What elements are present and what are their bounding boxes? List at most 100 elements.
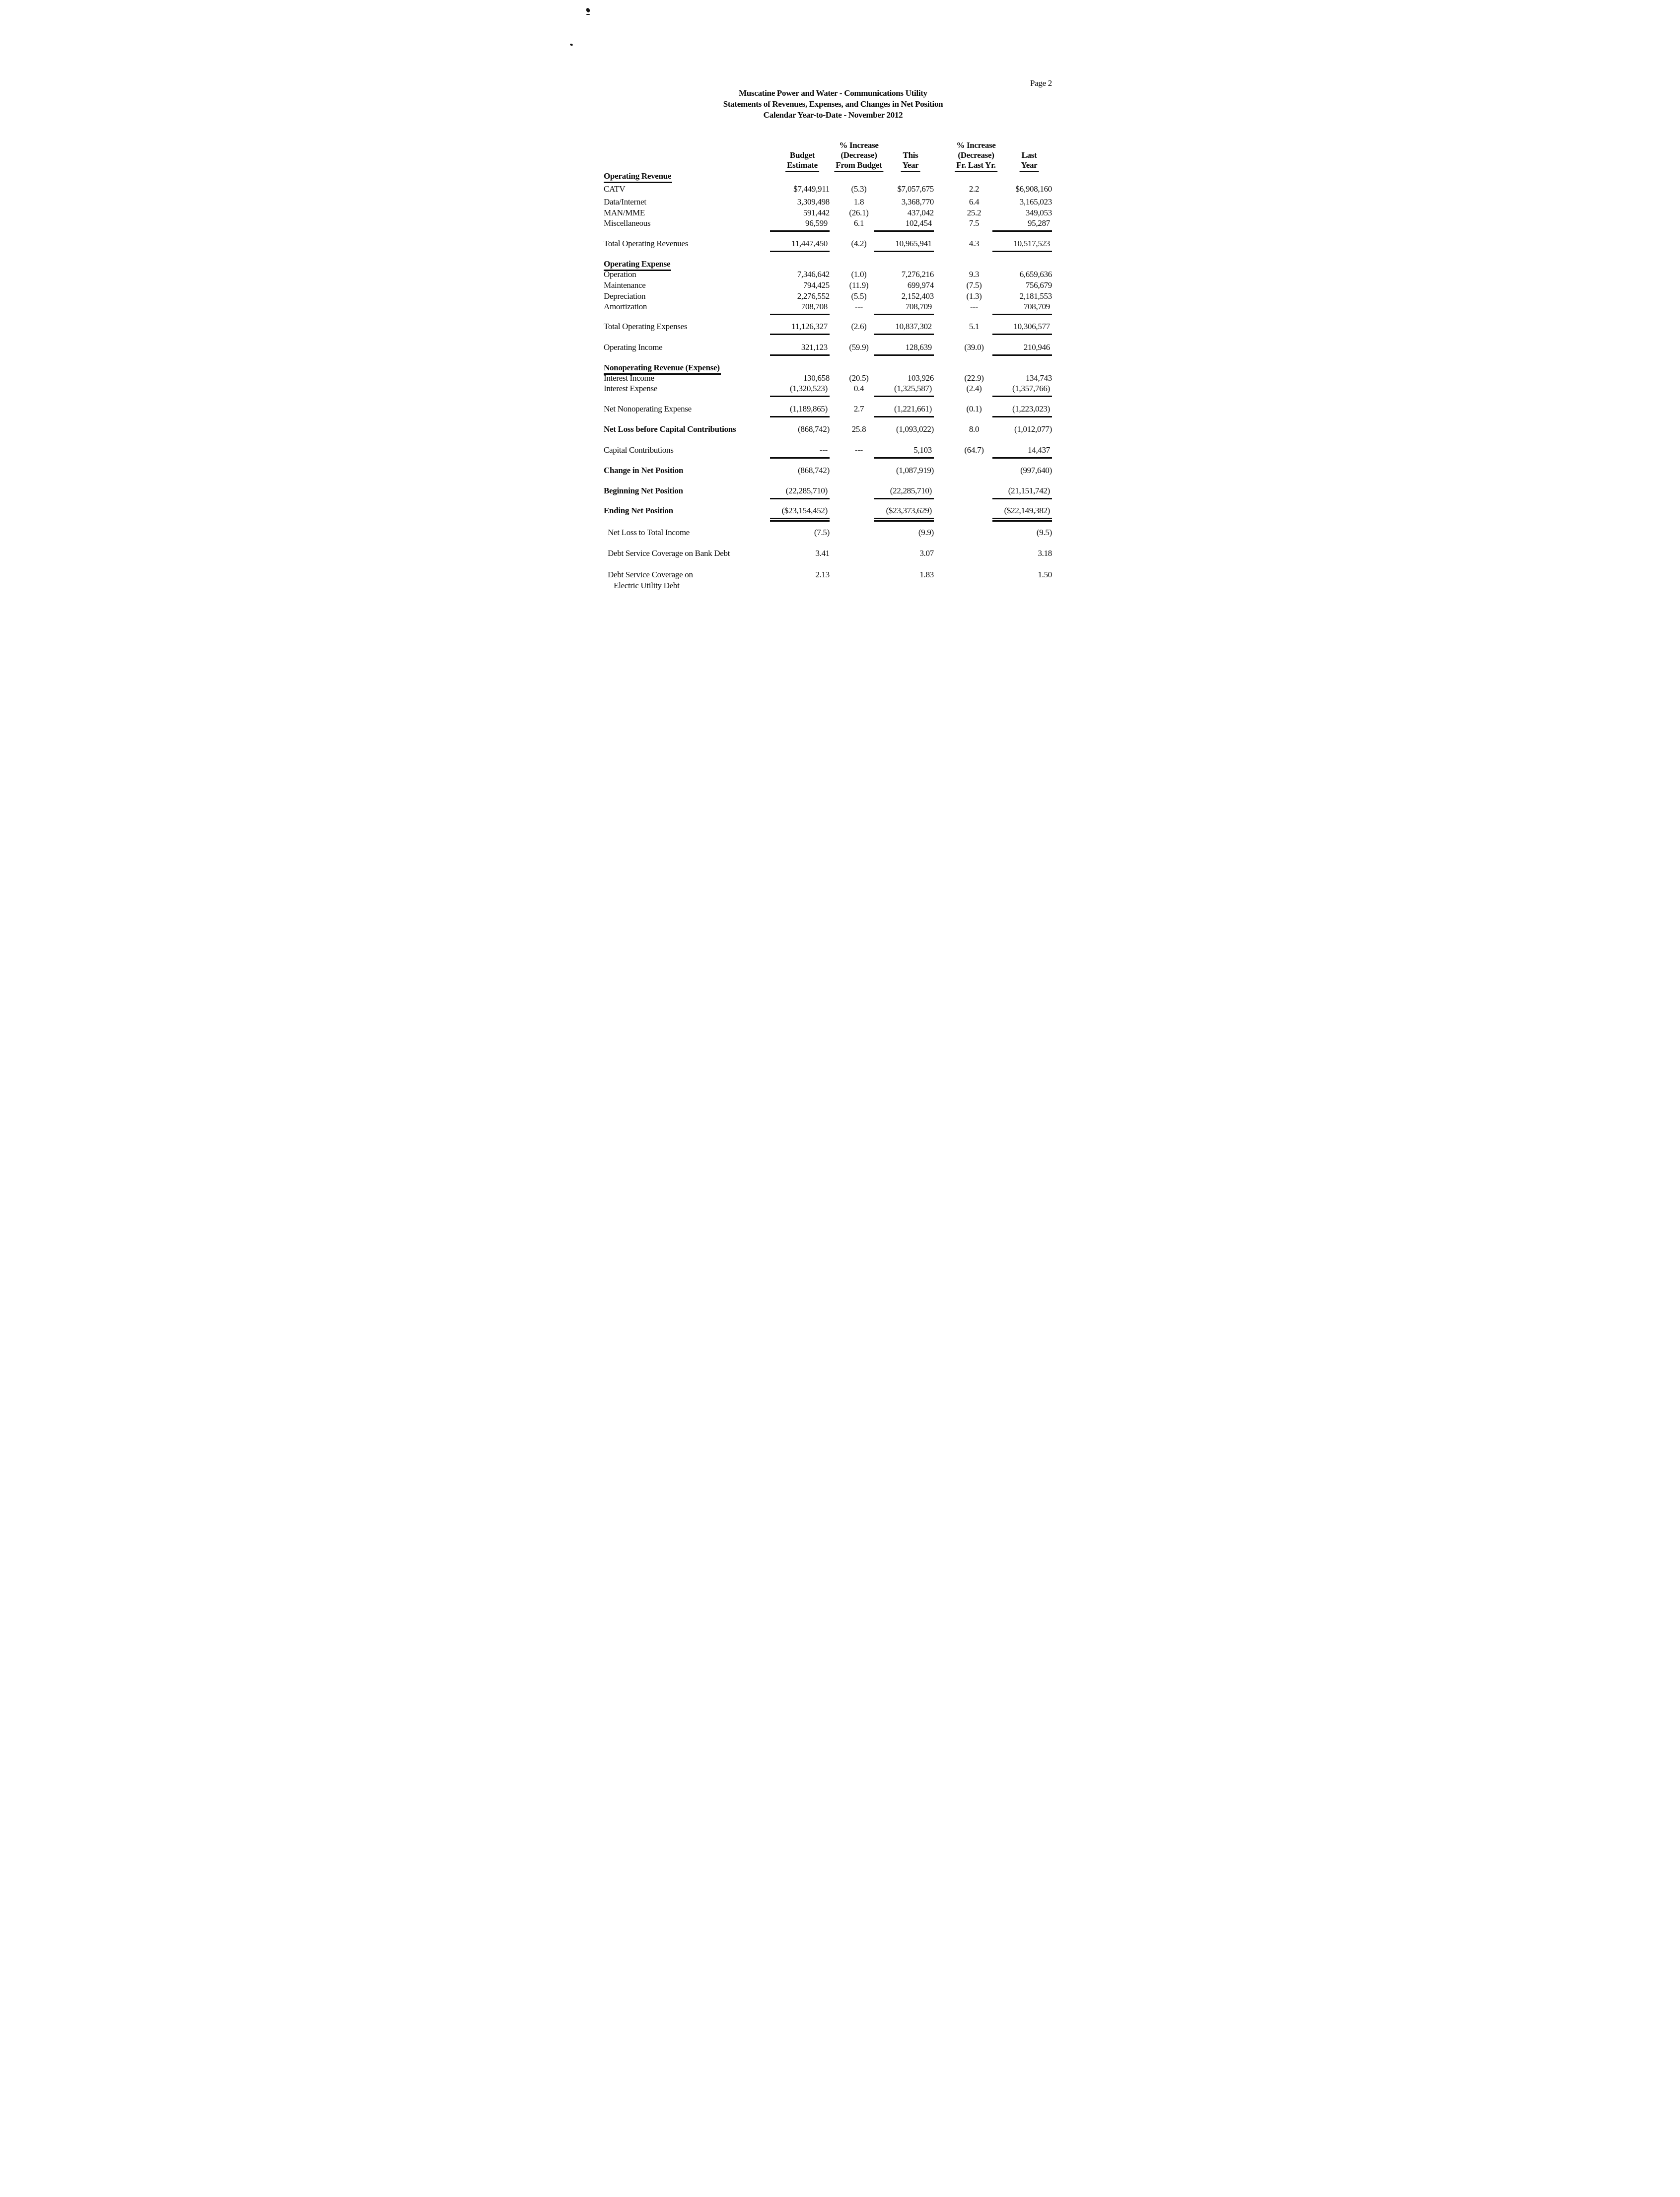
header-pct-from-budget-line2: (Decrease) [840,150,877,160]
net-nonoperating-expense-pct-from-budget: 2.7 [853,404,864,413]
header-budget-line2: Estimate [785,160,819,172]
catv-budget: $7,449,911 [793,184,830,194]
catv-pct-from-budget: (5.3) [851,184,867,194]
operating-income-pct-from-last: (39.0) [964,343,984,352]
interest-income-label: Interest Income [604,373,654,383]
scan-artifact [585,7,591,13]
header-pct-from-last-line1: % Increase [956,140,996,150]
net-loss-before-capital-last-year: (1,012,077) [1014,424,1052,434]
beginning-net-position-label: Beginning Net Position [604,486,683,495]
debt-service-electric-label-line1: Debt Service Coverage on [608,570,693,579]
row-maintenance: Maintenance 794,425 (11.9) 699,974 (7.5)… [560,280,1120,292]
miscellaneous-pct-from-budget: 6.1 [853,218,864,228]
title-period: Calendar Year-to-Date - November 2012 [763,110,903,120]
total-operating-revenues-last-year: 10,517,523 [992,239,1052,252]
title-company: Muscatine Power and Water - Communicatio… [739,88,927,98]
operation-pct-from-budget: (1.0) [851,270,867,279]
depreciation-label: Depreciation [604,291,646,301]
net-loss-before-capital-pct-from-budget: 25.8 [851,424,866,434]
amortization-pct-from-budget: --- [854,302,863,311]
interest-expense-pct-from-last: (2.4) [966,384,982,393]
total-operating-expenses-this-year: 10,837,302 [874,322,934,335]
row-interest-expense: Interest Expense (1,320,523) 0.4 (1,325,… [560,384,1120,397]
total-operating-revenues-pct-from-last: 4.3 [969,239,980,248]
row-debt-service-bank: Debt Service Coverage on Bank Debt 3.41 … [560,549,1120,560]
total-operating-revenues-label: Total Operating Revenues [604,239,689,248]
operation-label: Operation [604,270,636,279]
debt-service-electric-label-line2: Electric Utility Debt [614,581,680,590]
interest-expense-budget: (1,320,523) [770,384,830,397]
man-mme-last-year: 349,053 [1025,208,1052,217]
catv-pct-from-last: 2.2 [969,184,980,194]
operating-income-this-year: 128,639 [874,343,934,356]
capital-contributions-pct-from-last: (64.7) [964,445,984,455]
interest-expense-label: Interest Expense [604,384,658,393]
debt-service-electric-this-year: 1.83 [919,570,934,579]
amortization-pct-from-last: --- [970,302,979,311]
scan-artifact [586,14,590,15]
beginning-net-position-this-year: (22,285,710) [874,486,934,499]
net-loss-before-capital-pct-from-last: 8.0 [969,424,980,434]
interest-income-pct-from-budget: (20.5) [849,373,869,383]
row-change-in-net-position: Change in Net Position (868,742) (1,087,… [560,466,1120,478]
total-operating-expenses-label: Total Operating Expenses [604,322,688,331]
capital-contributions-pct-from-budget: --- [854,445,863,455]
operating-income-last-year: 210,946 [992,343,1052,356]
row-amortization: Amortization 708,708 --- 708,709 --- 708… [560,302,1120,315]
man-mme-this-year: 437,042 [907,208,934,217]
header-last-year-line2: Year [1019,160,1039,172]
total-operating-expenses-pct-from-last: 5.1 [969,322,980,331]
operation-this-year: 7,276,216 [901,270,934,279]
man-mme-label: MAN/MME [604,208,645,217]
catv-this-year: $7,057,675 [897,184,934,194]
beginning-net-position-budget: (22,285,710) [770,486,830,499]
net-loss-to-total-income-this-year: (9.9) [918,528,934,537]
change-in-net-position-this-year: (1,087,919) [896,466,934,475]
data-internet-pct-from-budget: 1.8 [853,197,864,206]
interest-income-budget: 130,658 [803,373,830,383]
operating-income-label: Operating Income [604,343,663,352]
net-nonoperating-expense-pct-from-last: (0.1) [966,404,982,413]
catv-last-year: $6,908,160 [1015,184,1052,194]
man-mme-pct-from-budget: (26.1) [849,208,869,217]
header-this-year-line1: This [903,150,918,160]
row-catv: CATV $7,449,911 (5.3) $7,057,675 2.2 $6,… [560,184,1120,196]
total-operating-expenses-budget: 11,126,327 [770,322,830,335]
capital-contributions-this-year: 5,103 [874,445,934,459]
interest-income-pct-from-last: (22.9) [964,373,984,383]
net-nonoperating-expense-budget: (1,189,865) [770,404,830,417]
data-internet-this-year: 3,368,770 [901,197,934,206]
maintenance-this-year: 699,974 [907,280,934,290]
data-internet-budget: 3,309,498 [797,197,830,206]
net-loss-before-capital-label: Net Loss before Capital Contributions [604,424,736,434]
row-net-loss-to-total-income: Net Loss to Total Income (7.5) (9.9) (9.… [560,528,1120,540]
total-operating-revenues-this-year: 10,965,941 [874,239,934,252]
miscellaneous-label: Miscellaneous [604,218,651,228]
debt-service-bank-label: Debt Service Coverage on Bank Debt [608,549,730,558]
row-interest-income: Interest Income 130,658 (20.5) 103,926 (… [560,373,1120,385]
capital-contributions-label: Capital Contributions [604,445,674,455]
amortization-budget: 708,708 [770,302,830,315]
amortization-label: Amortization [604,302,647,311]
data-internet-pct-from-last: 6.4 [969,197,980,206]
man-mme-budget: 591,442 [803,208,830,217]
operation-last-year: 6,659,636 [1019,270,1052,279]
row-operation: Operation 7,346,642 (1.0) 7,276,216 9.3 … [560,270,1120,281]
total-operating-expenses-last-year: 10,306,577 [992,322,1052,335]
page-number: Page 2 [1030,78,1052,88]
amortization-this-year: 708,709 [874,302,934,315]
row-data-internet: Data/Internet 3,309,498 1.8 3,368,770 6.… [560,197,1120,209]
operating-income-pct-from-budget: (59.9) [849,343,869,352]
miscellaneous-this-year: 102,454 [874,218,934,232]
maintenance-label: Maintenance [604,280,646,290]
debt-service-bank-budget: 3.41 [815,549,830,558]
change-in-net-position-label: Change in Net Position [604,466,684,475]
debt-service-electric-budget: 2.13 [815,570,830,579]
depreciation-budget: 2,276,552 [797,291,830,301]
miscellaneous-budget: 96,599 [770,218,830,232]
net-loss-to-total-income-label: Net Loss to Total Income [608,528,690,537]
column-header-row-2: Budget (Decrease) This (Decrease) Last [560,150,1120,162]
title-statement: Statements of Revenues, Expenses, and Ch… [723,99,943,109]
miscellaneous-pct-from-last: 7.5 [969,218,980,228]
header-pct-from-budget-line3: From Budget [834,160,884,172]
